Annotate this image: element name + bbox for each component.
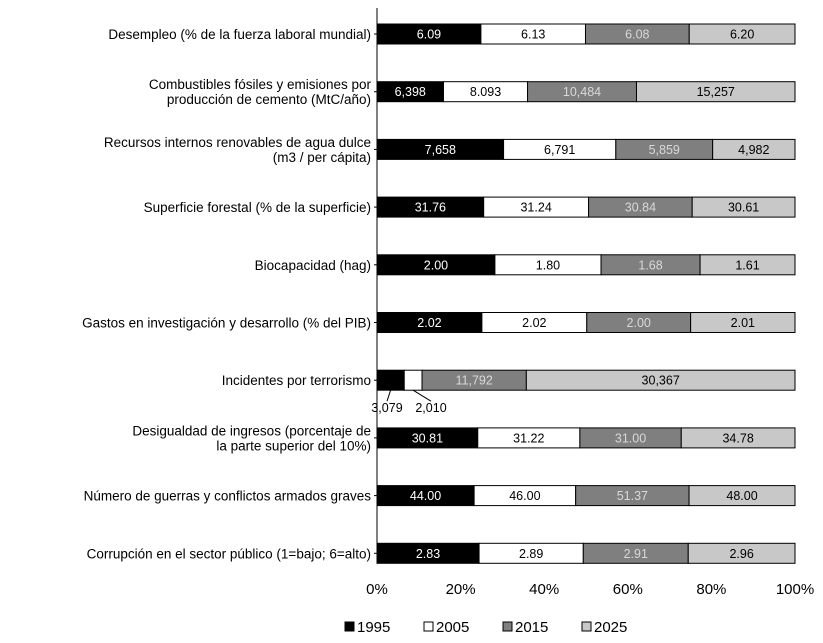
data-label: 1.68 xyxy=(638,258,662,272)
data-label: 34.78 xyxy=(722,431,753,445)
category-label: Combustibles fósiles y emisiones por prod… xyxy=(149,77,372,107)
bar-segment-2025 xyxy=(635,81,796,103)
data-label: 51.37 xyxy=(617,489,648,503)
x-tick-label: 100% xyxy=(776,581,814,598)
data-label: 30.81 xyxy=(412,431,443,445)
data-label: 46.00 xyxy=(509,489,540,503)
x-tick-label: 60% xyxy=(613,581,643,598)
x-tick-label: 20% xyxy=(446,581,476,598)
bar-segment-2025 xyxy=(525,369,796,391)
legend-swatch-2005 xyxy=(423,621,434,632)
bar-segment-2025 xyxy=(712,138,796,160)
category-label: Desigualdad de ingresos (porcentaje de la… xyxy=(132,423,371,453)
data-label-callout: 2,010 xyxy=(415,401,446,415)
category-label: Recursos internos renovables de agua dul… xyxy=(104,135,371,165)
x-tick-label: 0% xyxy=(366,581,388,598)
callout-leader-line xyxy=(412,389,432,402)
legend-swatch-2015 xyxy=(502,621,513,632)
category-label: Corrupción en el sector público (1=bajo;… xyxy=(87,546,371,561)
data-label: 1.80 xyxy=(536,258,560,272)
data-label: 2.83 xyxy=(416,547,440,561)
bar-segment-2025 xyxy=(688,23,796,45)
data-label: 2.91 xyxy=(624,547,648,561)
data-label: 11,792 xyxy=(456,374,493,388)
data-label: 2.00 xyxy=(424,258,448,272)
data-label: 7,658 xyxy=(425,143,456,157)
data-label-callout: 3,079 xyxy=(371,401,402,415)
data-label: 6.20 xyxy=(730,28,754,42)
bar-segment-2025 xyxy=(699,254,796,276)
category-label: Biocapacidad (hag) xyxy=(255,258,371,273)
data-label: 31.00 xyxy=(615,431,646,445)
x-tick-label: 40% xyxy=(529,581,559,598)
legend-swatch-1995 xyxy=(344,621,355,632)
data-label: 15,257 xyxy=(697,85,735,99)
data-label: 4,982 xyxy=(738,143,769,157)
data-label: 2.96 xyxy=(729,547,753,561)
bar-segment-1995 xyxy=(376,369,405,391)
data-label: 10,484 xyxy=(563,85,601,99)
data-label: 2.02 xyxy=(417,316,441,330)
legend-swatch-2025 xyxy=(581,621,592,632)
data-label: 30.84 xyxy=(625,201,656,215)
data-label: 6.08 xyxy=(625,28,649,42)
data-label: 48.00 xyxy=(726,489,757,503)
category-label: Gastos en investigación y desarrollo (% … xyxy=(82,316,371,331)
bar-segment-2025 xyxy=(691,196,796,218)
data-label: 2.00 xyxy=(627,316,651,330)
legend-label: 2005 xyxy=(436,619,469,636)
bar-segment-2025 xyxy=(687,542,796,564)
data-label: 5,859 xyxy=(649,143,680,157)
data-label: 31.76 xyxy=(415,201,446,215)
legend-label: 2025 xyxy=(594,619,627,636)
data-label: 6.13 xyxy=(521,28,545,42)
category-label: Desempleo (% de la fuerza laboral mundia… xyxy=(108,27,371,42)
category-label: Superficie forestal (% de la superficie) xyxy=(144,200,371,215)
data-label: 2.01 xyxy=(731,316,755,330)
category-label: Número de guerras y conflictos armados g… xyxy=(84,489,372,504)
data-label: 30,367 xyxy=(642,374,680,388)
bar-segment-2005 xyxy=(403,369,423,391)
bar-segment-2025 xyxy=(680,427,796,449)
data-label: 2.89 xyxy=(519,547,543,561)
data-label: 6,791 xyxy=(544,143,575,157)
data-label: 31.24 xyxy=(520,201,551,215)
category-label: Incidentes por terrorismo xyxy=(222,373,371,388)
callout-leader-line xyxy=(386,390,392,402)
legend-label: 2015 xyxy=(515,619,548,636)
data-label: 6,398 xyxy=(395,85,426,99)
x-tick-label: 80% xyxy=(696,581,726,598)
data-label: 1.61 xyxy=(735,258,759,272)
data-label: 8.093 xyxy=(470,85,501,99)
data-label: 2.02 xyxy=(522,316,546,330)
data-label: 31.22 xyxy=(513,431,544,445)
data-label: 44.00 xyxy=(410,489,441,503)
data-label: 30.61 xyxy=(728,201,759,215)
legend-label: 1995 xyxy=(357,619,390,636)
data-label: 6.09 xyxy=(417,28,441,42)
bar-segment-2025 xyxy=(690,312,796,333)
bar-segment-2025 xyxy=(688,485,796,507)
